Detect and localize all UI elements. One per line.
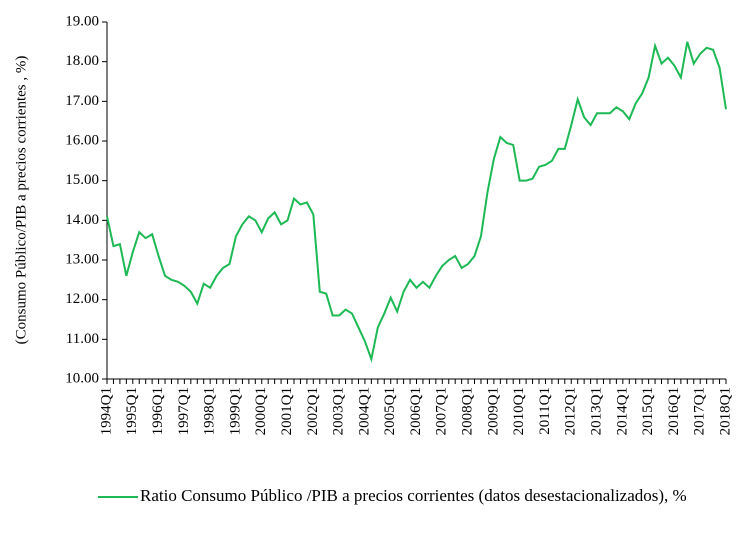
legend-label: Ratio Consumo Público /PIB a precios cor… [140,486,687,505]
y-tick-label: 13.00 [65,251,99,267]
x-tick-label: 2000Q1 [253,387,269,435]
x-tick-label: 2008Q1 [460,387,476,435]
x-tick-label: 1995Q1 [124,387,140,435]
x-tick-label: 1997Q1 [176,387,192,435]
x-tick-label: 2017Q1 [692,387,708,435]
x-tick-label: 2004Q1 [356,387,372,435]
y-tick-label: 15.00 [65,172,99,188]
y-tick-label: 19.00 [65,13,99,29]
legend-entry: Ratio Consumo Público /PIB a precios cor… [140,486,687,505]
x-tick-label: 2005Q1 [382,387,398,435]
x-tick-label: 2001Q1 [279,387,295,435]
x-tick-label: 2003Q1 [331,387,347,435]
y-tick-label: 14.00 [65,212,99,228]
x-tick-label: 2018Q1 [717,387,733,435]
x-tick-label: 2013Q1 [588,387,604,435]
x-tick-label: 2002Q1 [305,387,321,435]
x-tick-label: 1999Q1 [227,387,243,435]
x-tick-label: 2011Q1 [537,387,553,435]
x-tick-label: 1998Q1 [202,387,218,435]
x-tick-label: 2006Q1 [408,387,424,435]
x-tick-label: 2014Q1 [614,387,630,435]
y-tick-label: 11.00 [66,331,99,347]
y-tick-label: 18.00 [65,53,99,69]
x-tick-label: 2010Q1 [511,387,527,435]
y-tick-label: 10.00 [65,370,99,386]
x-tick-label: 2012Q1 [563,387,579,435]
y-tick-label: 12.00 [65,291,99,307]
y-tick-label: 17.00 [65,93,99,109]
x-tick-label: 2009Q1 [485,387,501,435]
y-tick-label: 16.00 [65,132,99,148]
y-axis-label: (Consumo Público/PIB a precios corriente… [13,56,29,345]
x-tick-label: 2016Q1 [666,387,682,435]
x-tick-label: 1996Q1 [150,387,166,435]
x-tick-label: 2007Q1 [434,387,450,435]
line [106,41,727,363]
x-tick-label: 2015Q1 [640,387,656,435]
x-tick-label: 1994Q1 [98,387,114,435]
